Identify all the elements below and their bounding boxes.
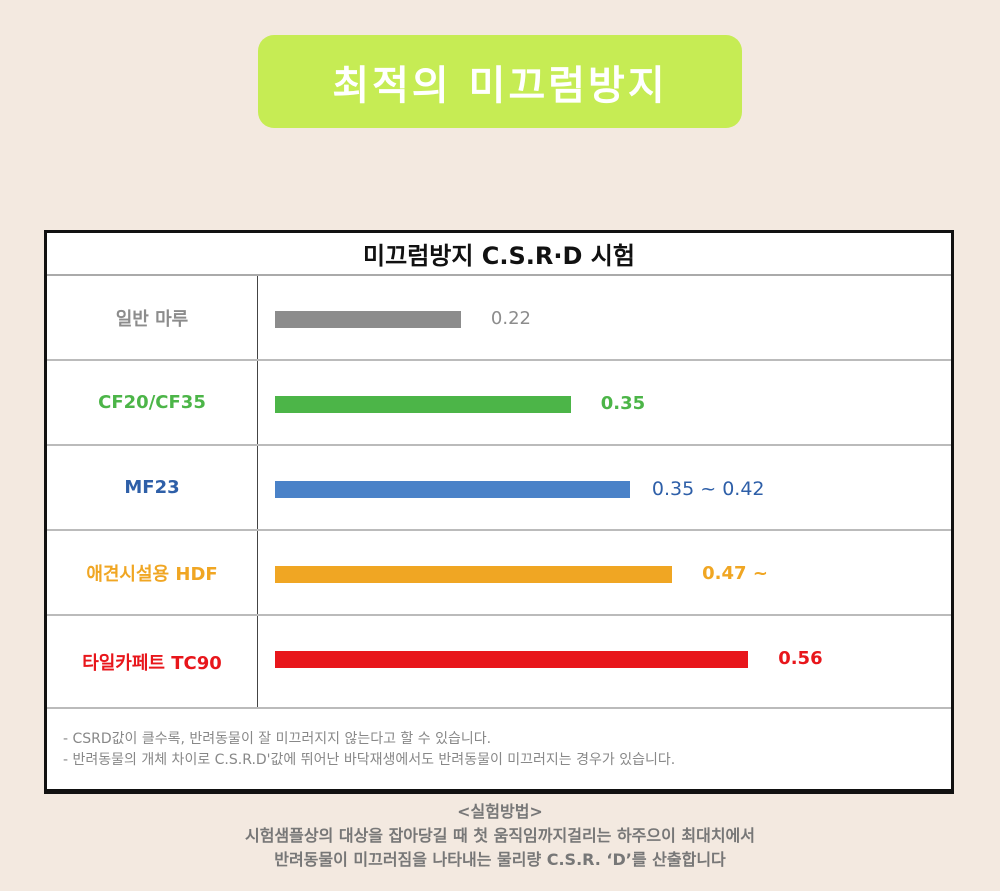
bar [275,481,630,498]
chart-row: MF23 0.35 ~ 0.42 [47,446,951,531]
category-label: 타일카페트 TC90 [47,616,258,707]
bar [275,396,571,413]
method-line: 시험샘플상의 대상을 잡아당길 때 첫 움직임까지걸리는 하주으이 최대치에서 [244,826,756,845]
data-label: 0.56 [778,648,823,669]
category-label: MF23 [47,446,258,529]
category-label: CF20/CF35 [47,361,258,444]
note: - 반려동물의 개체 차이로 C.S.R.D'값에 뛰어난 바닥재생에서도 반려… [63,752,676,768]
category-label: 애견시설용 HDF [47,531,258,614]
bar [275,566,673,583]
chart-row: CF20/CF35 0.35 [47,361,951,446]
csrd-chart-table: 미끄럼방지 C.S.R·D 시험 일반 마루 0.22 CF20/CF35 0.35 M… [44,230,954,794]
method: <실험방법> 시험샘플상의 대상을 잡아당길 때 첫 움직임까지걸리는 하주으이… [0,800,1000,872]
chart-row: 타일카페트 TC90 0.56 [47,616,951,709]
bar [275,651,749,668]
bar [275,311,461,328]
chart-row: 애견시설용 HDF 0.47 ~ [47,531,951,616]
data-label: 0.35 ~ 0.42 [651,478,765,500]
data-label: 0.35 [600,393,646,414]
category-label: 일반 마루 [47,276,258,359]
chart-row: 일반 마루 0.22 [47,276,951,361]
banner-title: 최적의 미끄럼방지 [258,35,742,128]
notes: - CSRD값이 클수록, 반려동물이 잘 미끄러지지 않는다고 할 수 있습니… [47,709,951,791]
note: - CSRD값이 클수록, 반려동물이 잘 미끄러지지 않는다고 할 수 있습니… [63,731,492,747]
data-label: 0.22 [490,308,531,329]
method-heading: <실험방법> [457,802,543,821]
data-label: 0.47 ~ [702,563,768,584]
method-line: 반려동물이 미끄러짐을 나타내는 물리량 C.S.R. ‘D’를 산출합니다 [274,850,726,869]
chart-title: 미끄럼방지 C.S.R·D 시험 [47,233,951,276]
